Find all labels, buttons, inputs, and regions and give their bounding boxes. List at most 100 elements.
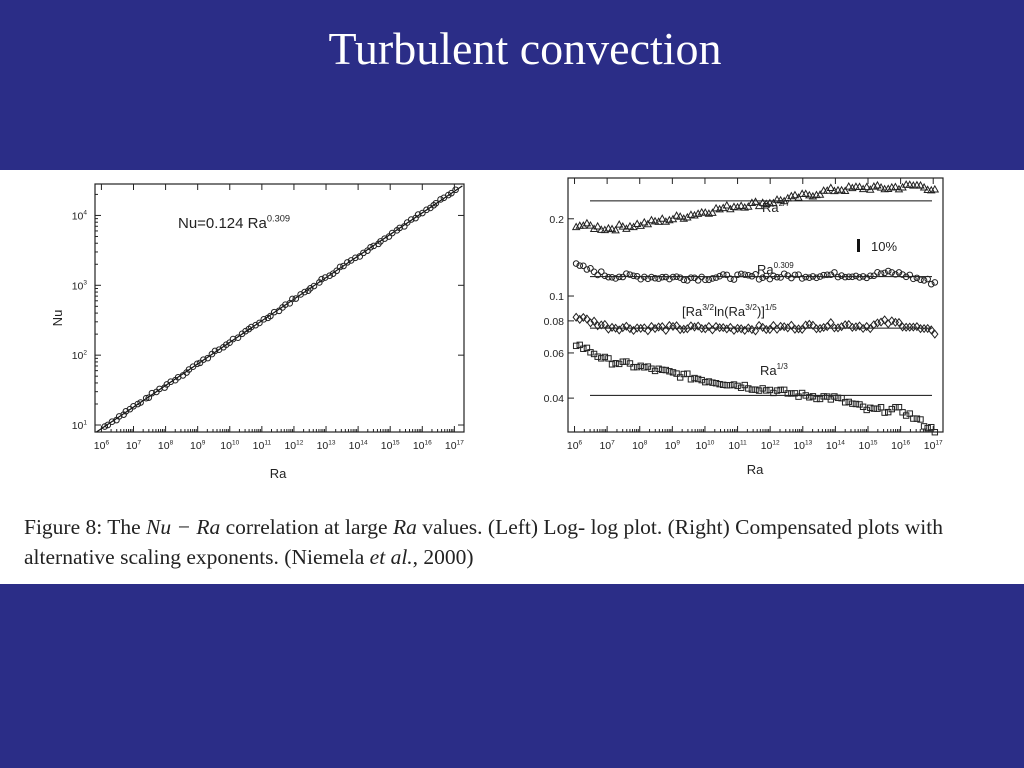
right-data-point xyxy=(736,201,746,209)
right-data-point xyxy=(694,375,702,383)
right-data-point xyxy=(838,395,845,402)
right-data-point xyxy=(622,224,631,232)
left-y-tick-label: 104 xyxy=(72,210,88,223)
right-data-point xyxy=(894,184,904,193)
right-data-point xyxy=(873,318,882,328)
left-data-point xyxy=(222,341,230,349)
right-data-point xyxy=(657,214,667,222)
right-data-point xyxy=(687,274,695,281)
right-data-point xyxy=(623,270,630,277)
right-data-point xyxy=(892,404,899,411)
right-data-point xyxy=(848,322,856,332)
right-data-point xyxy=(845,273,853,281)
right-data-point xyxy=(684,370,691,377)
left-y-tick-label: 101 xyxy=(72,419,88,432)
right-data-point xyxy=(823,322,831,332)
right-data-point xyxy=(920,423,928,430)
right-data-point xyxy=(611,323,620,333)
right-x-tick-label: 1013 xyxy=(793,439,812,452)
right-data-point xyxy=(845,398,852,406)
right-data-point xyxy=(680,324,688,334)
right-data-point xyxy=(690,322,699,332)
series-label: Ra1/3 xyxy=(760,362,788,378)
right-data-point xyxy=(856,274,863,281)
right-y-tick-label: 0.2 xyxy=(549,214,564,226)
right-data-point xyxy=(644,275,652,283)
series-label: Ra0.309 xyxy=(757,261,794,277)
right-data-point xyxy=(647,321,656,332)
right-data-point xyxy=(741,381,748,389)
right-series: Ra2/7 xyxy=(571,180,940,234)
right-data-point xyxy=(626,360,634,367)
right-data-point xyxy=(852,272,860,280)
right-data-point xyxy=(805,190,814,199)
right-data-point xyxy=(913,274,921,282)
left-data-point xyxy=(419,209,426,217)
right-data-point xyxy=(589,224,599,232)
left-data-point xyxy=(432,199,440,207)
right-data-point xyxy=(837,322,846,332)
right-data-point xyxy=(755,320,763,331)
right-data-point xyxy=(806,274,813,281)
left-data-point xyxy=(137,399,144,406)
right-data-point xyxy=(874,405,881,412)
right-data-point xyxy=(888,316,896,326)
left-data-point xyxy=(396,224,403,232)
right-data-point xyxy=(802,273,810,281)
right-data-point xyxy=(910,415,917,422)
right-data-point xyxy=(630,364,637,371)
left-x-tick-label: 1013 xyxy=(317,439,336,452)
right-data-point xyxy=(827,317,835,328)
right-data-point xyxy=(702,378,709,386)
right-data-point xyxy=(877,270,885,278)
left-data-point xyxy=(340,262,347,270)
right-data-point xyxy=(601,353,609,361)
right-data-point xyxy=(863,406,870,414)
right-data-point xyxy=(612,275,619,282)
left-data-point xyxy=(356,253,364,260)
left-data-point xyxy=(234,334,242,342)
right-data-point xyxy=(916,180,925,189)
right-data-point xyxy=(630,272,637,280)
right-data-point xyxy=(590,268,598,276)
right-data-point xyxy=(655,365,662,372)
right-data-point xyxy=(766,324,774,335)
right-data-point xyxy=(834,394,842,402)
right-data-point xyxy=(626,271,634,278)
right-data-point xyxy=(641,364,648,371)
right-data-point xyxy=(773,273,781,281)
left-data-point xyxy=(200,356,207,363)
right-data-point xyxy=(605,273,612,281)
right-data-point xyxy=(776,195,785,204)
right-data-point xyxy=(572,342,580,350)
right-data-point xyxy=(723,382,731,389)
right-data-point xyxy=(625,221,635,230)
right-data-point xyxy=(712,274,720,281)
right-data-point xyxy=(580,345,587,352)
right-data-point xyxy=(726,322,735,332)
right-data-point xyxy=(748,324,756,335)
right-data-point xyxy=(607,224,617,233)
right-data-point xyxy=(698,376,705,384)
left-data-point xyxy=(242,327,249,335)
right-data-point xyxy=(773,387,781,394)
right-data-point xyxy=(723,271,731,279)
left-x-tick-label: 107 xyxy=(126,439,142,452)
right-data-point xyxy=(579,221,588,229)
right-data-point xyxy=(927,280,935,288)
right-data-point xyxy=(849,273,856,281)
right-data-point xyxy=(820,271,827,279)
right-data-point xyxy=(734,382,741,390)
right-data-point xyxy=(730,325,738,335)
right-data-point xyxy=(798,275,806,282)
right-data-point xyxy=(863,274,870,282)
right-data-point xyxy=(666,368,673,375)
left-data-point xyxy=(423,206,430,214)
right-data-point xyxy=(659,366,666,374)
right-data-point xyxy=(895,403,903,411)
right-data-point xyxy=(661,217,671,225)
right-data-point xyxy=(600,225,610,234)
right-data-point xyxy=(831,393,838,400)
right-data-point xyxy=(579,312,587,323)
right-data-point xyxy=(780,386,788,394)
